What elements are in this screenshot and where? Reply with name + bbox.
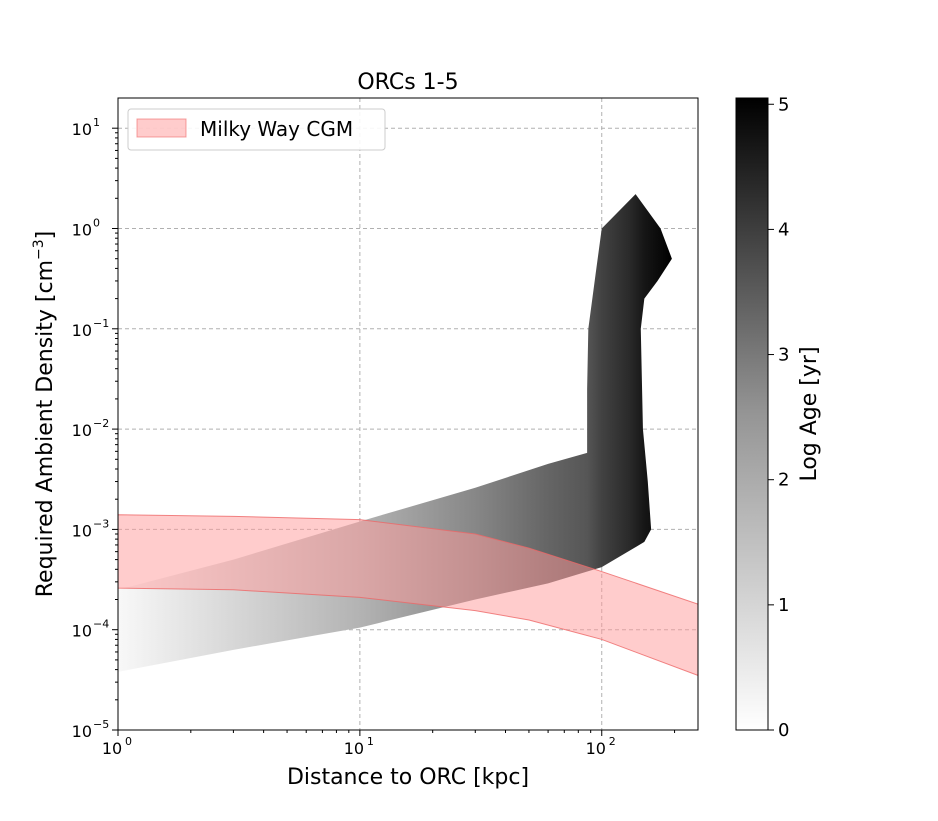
legend-label: Milky Way CGM <box>200 117 353 141</box>
x-tick-label: 10 <box>344 739 364 758</box>
x-tick-exponent: 0 <box>125 735 132 748</box>
y-tick-label: 10 <box>72 622 92 641</box>
colorbar <box>735 97 769 731</box>
colorbar-tick-label: 5 <box>778 94 789 115</box>
legend-frame <box>127 108 386 151</box>
chart-title: ORCs 1-5 <box>357 70 458 95</box>
colorbar-tick-label: 0 <box>778 720 789 741</box>
y-tick-exponent: −5 <box>93 718 109 731</box>
x-tick-exponent: 1 <box>367 735 374 748</box>
x-axis: 10 0 10 1 10 2 <box>102 730 676 758</box>
y-tick-label: 10 <box>72 220 92 239</box>
y-tick-exponent: −4 <box>93 618 109 631</box>
y-tick-exponent: 1 <box>93 116 100 129</box>
legend-swatch <box>136 118 187 138</box>
cgm-band <box>118 514 698 676</box>
y-tick-exponent: −1 <box>93 317 109 330</box>
y-tick-label: 10 <box>72 421 92 440</box>
y-tick-exponent: −2 <box>93 417 109 430</box>
y-tick-label: 10 <box>72 321 92 340</box>
y-axis-label-sup: −3 <box>31 239 47 260</box>
y-axis-label-main: Required Ambient Density [cm <box>33 260 58 597</box>
colorbar-tick-label: 1 <box>778 595 789 616</box>
y-axis-label-close: ] <box>33 231 58 240</box>
y-tick-label: 10 <box>72 521 92 540</box>
colorbar-label: Log Age [yr] <box>797 346 822 481</box>
plot-frame <box>117 97 699 731</box>
colorbar-tick-label: 4 <box>778 219 789 240</box>
x-axis-label: Distance to ORC [kpc] <box>287 765 529 790</box>
x-tick-label: 10 <box>102 739 122 758</box>
y-tick-label: 10 <box>72 120 92 139</box>
colorbar-tick-label: 3 <box>778 345 789 366</box>
x-tick-label: 10 <box>586 739 606 758</box>
x-tick-exponent: 2 <box>609 735 616 748</box>
y-axis-label: Required Ambient Density [cm−3] <box>31 231 58 598</box>
legend: Milky Way CGM <box>127 108 386 151</box>
colorbar-tick-label: 2 <box>778 470 789 491</box>
y-tick-exponent: 0 <box>93 216 100 229</box>
colorbar-ticks: 0 1 2 3 4 5 <box>768 94 789 741</box>
y-tick-label: 10 <box>72 722 92 741</box>
y-tick-exponent: −3 <box>93 517 109 530</box>
